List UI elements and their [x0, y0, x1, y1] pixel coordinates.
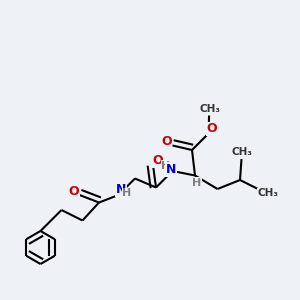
- Text: H: H: [122, 188, 131, 199]
- Text: O: O: [206, 122, 217, 136]
- Text: CH₃: CH₃: [232, 147, 253, 158]
- Text: N: N: [166, 163, 176, 176]
- Text: O: O: [152, 154, 163, 167]
- Text: H: H: [161, 160, 170, 171]
- Text: O: O: [161, 135, 172, 148]
- Text: CH₃: CH₃: [257, 188, 278, 199]
- Text: N: N: [116, 183, 126, 196]
- Text: O: O: [69, 185, 80, 198]
- Text: CH₃: CH₃: [200, 104, 220, 114]
- Text: H: H: [192, 178, 201, 188]
